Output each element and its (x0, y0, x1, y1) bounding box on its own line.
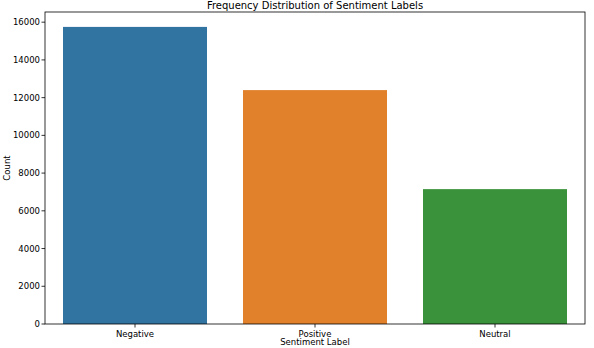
y-tick (42, 324, 46, 325)
y-tick (42, 210, 46, 211)
y-tick-label: 14000 (13, 55, 40, 65)
y-tick (42, 97, 46, 98)
y-tick-label: 0 (35, 319, 40, 329)
y-tick-label: 12000 (13, 93, 40, 103)
bar (63, 27, 207, 324)
x-tick (315, 324, 316, 328)
y-tick (42, 22, 46, 23)
y-tick-label: 10000 (13, 130, 40, 140)
y-tick-label: 6000 (18, 206, 40, 216)
y-tick (42, 59, 46, 60)
y-tick (42, 248, 46, 249)
x-tick-label: Neutral (479, 329, 510, 339)
y-tick (42, 135, 46, 136)
x-tick-label: Negative (116, 329, 154, 339)
x-tick (135, 324, 136, 328)
chart-container: 0 2000 4000 6000 8000 10000 12000 14000 16000 Neg… (0, 0, 594, 348)
y-axis-label: Count (2, 155, 12, 181)
y-tick-label: 8000 (18, 168, 40, 178)
y-tick-label: 16000 (13, 17, 40, 27)
bar (243, 90, 387, 324)
y-tick (42, 173, 46, 174)
bars (63, 27, 567, 324)
y-tick-label: 4000 (18, 244, 40, 254)
x-axis-label: Sentiment Label (280, 337, 350, 347)
x-tick (495, 324, 496, 328)
y-tick (42, 286, 46, 287)
title: Frequency Distribution of Sentiment Labe… (207, 0, 423, 11)
axes-frame (45, 12, 585, 324)
bar (423, 189, 567, 324)
y-tick-label: 2000 (18, 281, 40, 291)
chart-svg: 0 2000 4000 6000 8000 10000 12000 14000 16000 Neg… (0, 0, 594, 348)
